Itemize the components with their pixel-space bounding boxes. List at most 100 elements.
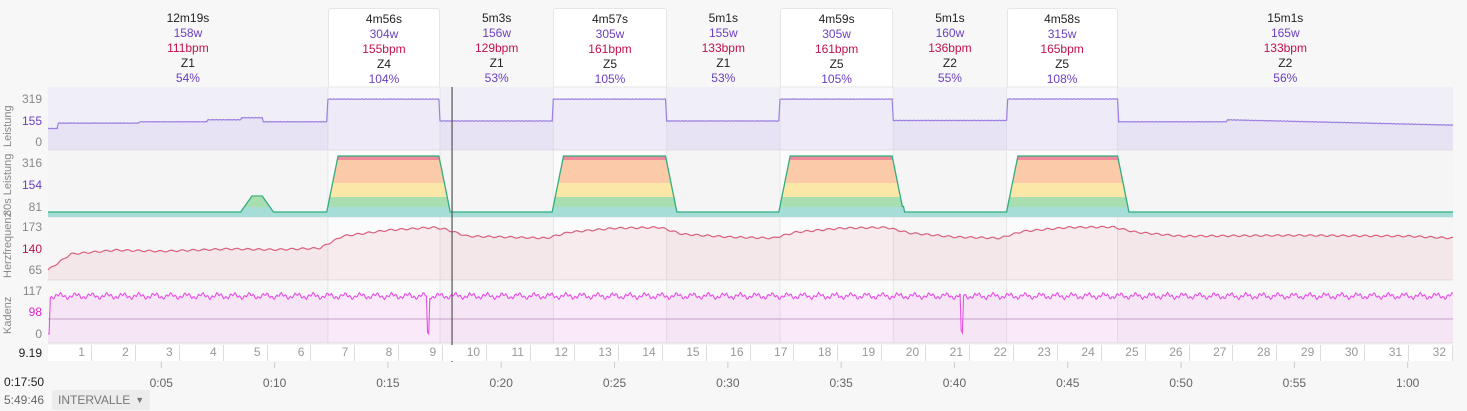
time-tick: 0:15 [376,376,400,390]
interval-percent: 105% [821,72,852,86]
time-tick: 0:30 [716,376,740,390]
interval-zone: Z1 [489,56,504,70]
lap-cell[interactable]: 3 [135,345,180,361]
lap-cell[interactable]: 16 [706,345,751,361]
cadence-axis-min: 0 [35,327,42,341]
interval-summary[interactable]: 5m1s 155w 133bpm Z1 53% [667,8,780,88]
lap-cell[interactable]: 31 [1365,345,1410,361]
interval-summary[interactable]: 4m58s 315w 165bpm Z5 108% [1006,8,1118,88]
hr-line [47,225,1453,271]
lap-cell[interactable]: 12 [530,345,575,361]
interval-summary[interactable]: 4m56s 304w 155bpm Z4 104% [327,8,441,88]
interval-bpm: 133bpm [1263,41,1307,55]
interval-duration: 5m1s [935,11,965,25]
interval-bpm: 133bpm [701,41,745,55]
interval-watts: 155w [708,26,738,40]
time-tick: 0:10 [262,376,287,390]
lap-cell[interactable]: 5 [223,345,268,361]
interval-duration: 4m56s [365,12,402,26]
interval-summary[interactable]: 4m57s 305w 161bpm Z5 105% [553,8,667,88]
caret-down-icon: ▼ [135,395,145,405]
lap-cell[interactable]: 19 [838,345,883,361]
interval-summary[interactable]: 12m19s 158w 111bpm Z1 54% [48,8,328,88]
lap-cell[interactable]: 10 [443,345,488,361]
interval-zone: Z4 [376,57,391,71]
interval-watts: 305w [822,27,851,41]
interval-watts: 165w [1270,26,1300,40]
interval-zone: Z2 [942,56,957,70]
lap-cell[interactable]: 25 [1101,345,1146,361]
time-tick: 0:25 [602,376,627,390]
interval-bpm: 165bpm [1040,42,1084,56]
lap-cell[interactable]: 2 [91,345,136,361]
hr-axis-mid: 140 [21,242,42,256]
hr-area [48,226,1453,280]
interval-watts: 156w [482,26,512,40]
interval-summary[interactable]: 5m3s 156w 129bpm Z1 53% [440,8,553,88]
chart-row-bg [48,87,1453,150]
lap-cell[interactable]: 13 [574,345,619,361]
interval-duration: 5m1s [708,11,738,25]
lap-cell[interactable]: 23 [1013,345,1058,361]
lap-cell[interactable]: 30 [1321,345,1366,361]
lap-cell[interactable]: 17 [750,345,795,361]
intervals-mode-button[interactable]: INTERVALLE ▼ [52,390,151,410]
hr-axis-title: Herzfrequenz [2,211,14,278]
interval-zone: Z5 [1055,57,1070,71]
lap-cell[interactable]: 11 [487,345,531,361]
interval-bpm: 111bpm [167,41,209,55]
power30-line [48,155,1453,213]
power30-axis-title: 30s Leistung [2,153,14,216]
interval-summary[interactable]: 4m59s 305w 161bpm Z5 105% [779,8,894,88]
interval-bpm: 129bpm [474,41,519,55]
lap-cell[interactable]: 15 [662,345,707,361]
interval-zone: Z1 [180,56,195,70]
interval-percent: 104% [368,72,400,86]
lap-cell[interactable]: 27 [1189,345,1234,361]
time-tick: 0:55 [1282,376,1307,390]
lap-cell[interactable]: 14 [618,345,663,361]
interval-duration: 15m1s [1267,11,1304,25]
lap-cell[interactable]: 4 [179,345,224,361]
interval-percent: 105% [594,72,626,86]
time-tick: 0:20 [489,376,513,390]
interval-summary[interactable]: 15m1s 165w 133bpm Z2 56% [1118,8,1453,88]
time-tick: 0:50 [1169,376,1193,390]
interval-watts: 315w [1047,27,1077,41]
interval-zone: Z5 [829,57,844,71]
interval-duration: 4m57s [591,12,628,26]
cadence-axis-mid: 98 [28,305,42,319]
lap-cell[interactable]: 1 [48,345,92,361]
interval-percent: 108% [1046,72,1078,86]
interval-zone: Z1 [716,56,731,70]
lap-cell[interactable]: 28 [1233,345,1278,361]
lap-cell[interactable]: 7 [311,345,356,361]
lap-cell[interactable]: 32 [1409,345,1453,361]
lap-cell[interactable]: 20 [882,345,927,361]
lap-cell[interactable]: 26 [1145,345,1190,361]
interval-zone: Z2 [1278,56,1293,70]
lap-cell[interactable]: 21 [926,345,971,361]
lap-cell[interactable]: 24 [1057,345,1102,361]
interval-duration: 5m3s [482,11,512,25]
lap-cell[interactable]: 18 [794,345,839,361]
interval-summary[interactable]: 5m1s 160w 136bpm Z2 55% [893,8,1006,88]
lap-cell[interactable]: 8 [355,345,400,361]
time-tick: 0:40 [942,376,967,390]
cadence-line [48,291,1454,336]
interval-bpm: 161bpm [588,42,632,56]
time-tick: 1:00 [1395,376,1420,390]
lap-cell[interactable]: 9 [399,345,444,361]
lap-cell[interactable]: 29 [1277,345,1322,361]
lap-cell[interactable]: 6 [267,345,312,361]
cursor-time: 0:17:50 [4,375,45,389]
power-line [47,97,1454,130]
lap-cell[interactable]: 22 [970,345,1014,361]
interval-duration: 4m58s [1044,12,1081,26]
total-time: 5:49:46 [4,393,45,407]
power-axis-title: Leistung [2,105,14,147]
power-axis-mid: 155 [21,114,42,128]
chart-row-bg [48,150,1453,217]
interval-percent: 53% [711,71,736,85]
